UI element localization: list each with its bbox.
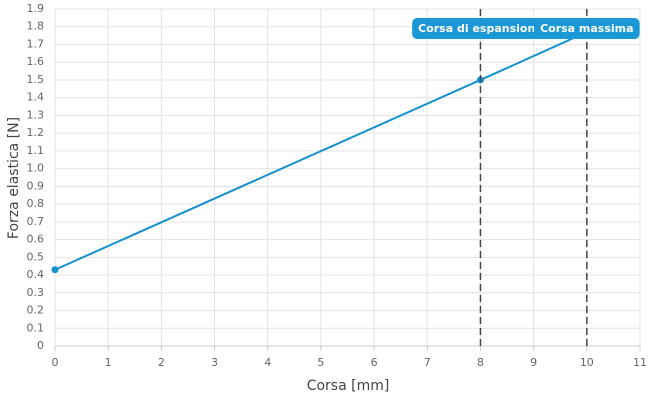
- y-tick-label: 1.2: [27, 126, 45, 139]
- x-tick-label: 10: [580, 356, 594, 369]
- y-tick-label: 1.3: [27, 108, 45, 121]
- y-tick-label: 1.7: [27, 37, 45, 50]
- x-tick-label: 4: [264, 356, 271, 369]
- x-tick-label: 5: [317, 356, 324, 369]
- x-tick-label: 9: [530, 356, 537, 369]
- y-tick-label: 1.1: [27, 144, 45, 157]
- y-tick-label: 1.6: [27, 55, 45, 68]
- x-tick-label: 3: [211, 356, 218, 369]
- y-tick-label: 0.8: [27, 197, 45, 210]
- x-tick-label: 1: [105, 356, 112, 369]
- y-tick-label: 1.0: [27, 162, 45, 175]
- x-tick-label: 0: [52, 356, 59, 369]
- y-tick-label: 0.5: [27, 250, 45, 263]
- x-tick-label: 2: [158, 356, 165, 369]
- x-tick-label: 8: [477, 356, 484, 369]
- y-tick-label: 0.1: [27, 321, 45, 334]
- annotation-text: Corsa di espansione: [418, 22, 543, 35]
- annotation-label: Corsa di espansione: [412, 18, 549, 39]
- point: [51, 266, 59, 274]
- y-tick-label: 0.3: [27, 286, 45, 299]
- y-tick-label: 1.5: [27, 73, 45, 86]
- y-tick-label: 1.9: [27, 2, 45, 15]
- x-tick-label: 7: [424, 356, 431, 369]
- y-tick-label: 0.2: [27, 304, 45, 317]
- y-tick-label: 0.9: [27, 179, 45, 192]
- x-tick-label: 6: [371, 356, 378, 369]
- y-tick-label: 1.8: [27, 20, 45, 33]
- annotation-label: Corsa massima: [534, 18, 640, 39]
- x-axis-title: Corsa [mm]: [307, 378, 390, 394]
- annotation-text: Corsa massima: [540, 22, 634, 35]
- y-tick-label: 0.4: [27, 268, 45, 281]
- annotation-box: [412, 18, 549, 39]
- y-tick-label: 1.4: [27, 91, 45, 104]
- y-tick-label: 0.6: [27, 233, 45, 246]
- x-tick-label: 11: [633, 356, 647, 369]
- annotation-box: [534, 18, 640, 39]
- y-tick-label: 0.7: [27, 215, 45, 228]
- y-axis-title: Forza elastica [N]: [6, 117, 22, 239]
- y-tick-label: 0: [37, 339, 44, 352]
